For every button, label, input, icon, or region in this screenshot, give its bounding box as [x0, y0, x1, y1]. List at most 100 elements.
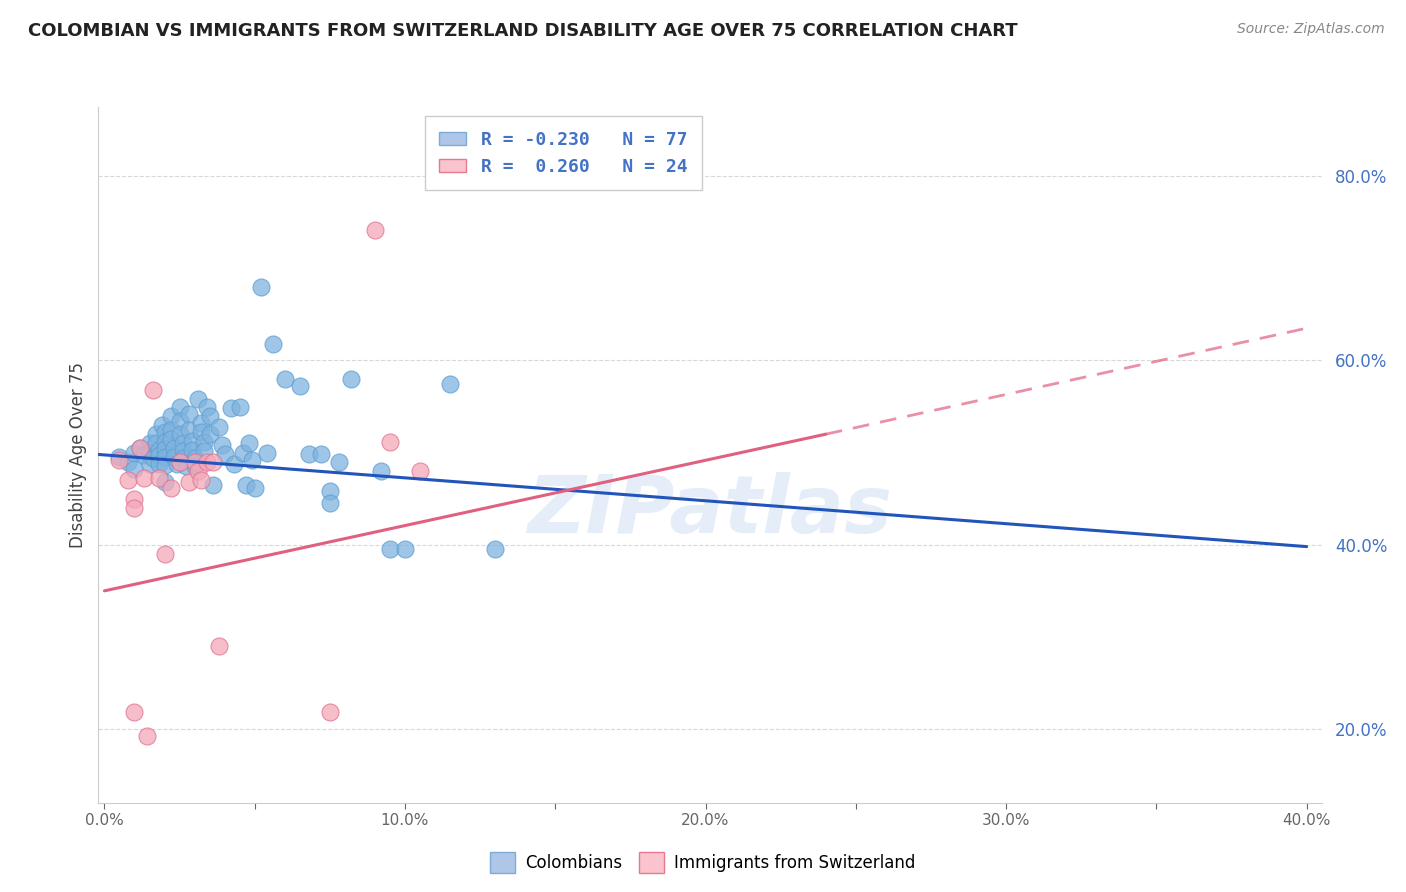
Point — [153, 547, 176, 561]
Point — [256, 445, 278, 459]
Point — [169, 414, 191, 428]
Point — [193, 443, 215, 458]
Point — [198, 409, 221, 423]
Point — [153, 450, 176, 465]
Point — [145, 436, 167, 450]
Point — [378, 542, 401, 557]
Point — [195, 455, 218, 469]
Point — [172, 443, 194, 458]
Point — [183, 455, 205, 469]
Point — [135, 730, 157, 744]
Point — [439, 376, 461, 391]
Point — [409, 464, 432, 478]
Point — [117, 455, 139, 469]
Point — [328, 455, 350, 469]
Point — [211, 438, 233, 452]
Point — [201, 478, 224, 492]
Point — [193, 435, 215, 450]
Point — [153, 458, 176, 472]
Point — [153, 425, 176, 440]
Point — [129, 441, 152, 455]
Point — [183, 459, 205, 474]
Point — [214, 447, 236, 461]
Legend: Colombians, Immigrants from Switzerland: Colombians, Immigrants from Switzerland — [484, 846, 922, 880]
Point — [159, 423, 181, 437]
Point — [219, 401, 242, 416]
Point — [394, 542, 416, 557]
Point — [187, 392, 209, 406]
Point — [124, 445, 146, 459]
Point — [370, 464, 392, 478]
Point — [378, 434, 401, 449]
Point — [132, 471, 155, 485]
Point — [108, 453, 131, 467]
Text: Source: ZipAtlas.com: Source: ZipAtlas.com — [1237, 22, 1385, 37]
Point — [159, 481, 181, 495]
Point — [208, 639, 231, 653]
Point — [309, 447, 332, 461]
Point — [148, 471, 170, 485]
Text: COLOMBIAN VS IMMIGRANTS FROM SWITZERLAND DISABILITY AGE OVER 75 CORRELATION CHAR: COLOMBIAN VS IMMIGRANTS FROM SWITZERLAND… — [28, 22, 1018, 40]
Text: ZIPatlas: ZIPatlas — [527, 472, 893, 549]
Point — [174, 458, 197, 473]
Point — [169, 400, 191, 414]
Point — [180, 434, 202, 448]
Point — [124, 706, 146, 720]
Point — [232, 445, 254, 459]
Point — [274, 372, 297, 386]
Point — [340, 372, 363, 386]
Point — [124, 462, 146, 476]
Point — [169, 455, 191, 469]
Point — [201, 455, 224, 469]
Point — [222, 457, 245, 471]
Point — [228, 400, 250, 414]
Point — [159, 409, 181, 423]
Point — [208, 419, 231, 434]
Point — [138, 436, 160, 450]
Point — [141, 451, 163, 466]
Point — [172, 451, 194, 466]
Point — [177, 424, 200, 438]
Point — [162, 441, 184, 455]
Point — [141, 383, 163, 397]
Point — [187, 464, 209, 478]
Point — [238, 436, 260, 450]
Point — [153, 442, 176, 456]
Point — [117, 473, 139, 487]
Point — [138, 457, 160, 471]
Point — [169, 427, 191, 442]
Point — [288, 379, 311, 393]
Point — [249, 279, 271, 293]
Legend: R = -0.230   N = 77, R =  0.260   N = 24: R = -0.230 N = 77, R = 0.260 N = 24 — [425, 116, 702, 190]
Point — [319, 706, 342, 720]
Point — [262, 337, 284, 351]
Point — [172, 436, 194, 450]
Point — [132, 449, 155, 463]
Point — [243, 481, 266, 495]
Point — [364, 222, 387, 236]
Point — [129, 441, 152, 455]
Point — [148, 442, 170, 457]
Point — [298, 447, 321, 461]
Point — [148, 457, 170, 471]
Point — [180, 442, 202, 457]
Point — [153, 434, 176, 449]
Point — [177, 475, 200, 489]
Point — [145, 427, 167, 442]
Point — [150, 417, 173, 432]
Point — [190, 416, 212, 430]
Point — [195, 400, 218, 414]
Point — [235, 478, 257, 492]
Y-axis label: Disability Age Over 75: Disability Age Over 75 — [69, 362, 87, 548]
Point — [153, 475, 176, 489]
Point — [138, 445, 160, 459]
Point — [162, 450, 184, 465]
Point — [124, 500, 146, 515]
Point — [319, 484, 342, 499]
Point — [198, 427, 221, 442]
Point — [190, 425, 212, 440]
Point — [148, 449, 170, 463]
Point — [166, 457, 188, 471]
Point — [177, 407, 200, 421]
Point — [484, 542, 506, 557]
